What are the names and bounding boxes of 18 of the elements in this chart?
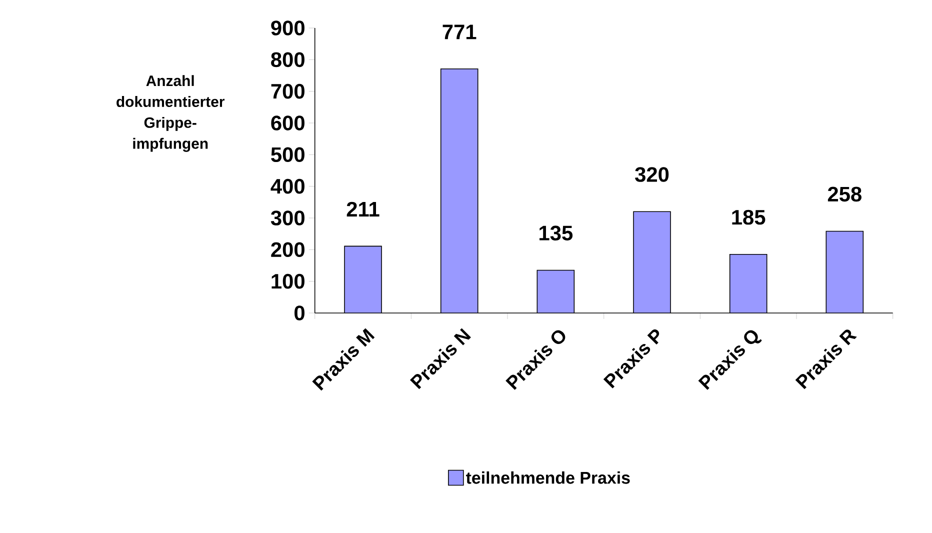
y-tick-label: 700 <box>271 84 304 99</box>
data-label: 135 <box>540 226 573 241</box>
y-tick-label: 800 <box>271 52 304 68</box>
y-tick-label: 600 <box>271 116 304 130</box>
y-tick-label: 0 <box>294 306 304 320</box>
y-axis-title: Anzahl dokumentierter Grippe-impfungen <box>116 75 225 152</box>
y-tick-label: 400 <box>270 178 304 194</box>
legend-label: teilnehmende Praxis <box>466 471 630 484</box>
y-tick-label: 200 <box>271 242 304 258</box>
data-label: 320 <box>635 167 669 182</box>
y-tick-label: 300 <box>270 210 304 226</box>
y-tick-label: 900 <box>271 20 304 36</box>
data-label: 258 <box>828 186 862 202</box>
data-label: 211 <box>346 202 380 216</box>
data-label: 185 <box>732 210 766 225</box>
y-tick-label: 100 <box>272 274 304 289</box>
data-label: 771 <box>442 24 476 40</box>
y-tick-label: 500 <box>271 147 304 162</box>
